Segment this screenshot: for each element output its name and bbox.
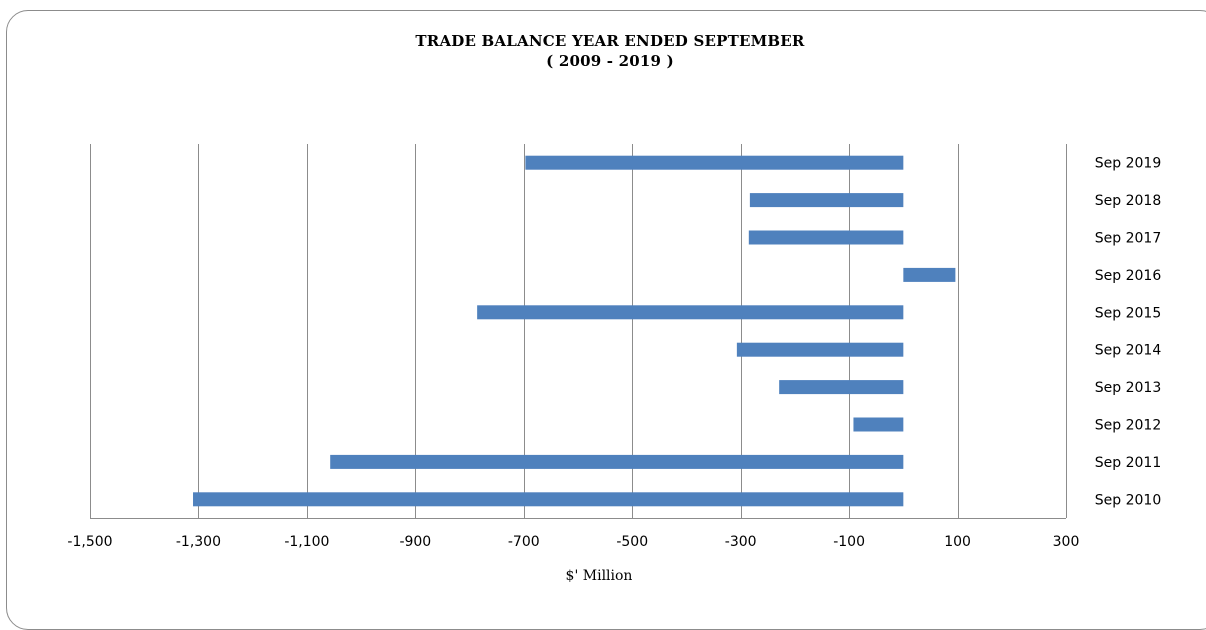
category-label: Sep 2015 bbox=[1095, 305, 1161, 321]
bar bbox=[779, 380, 904, 395]
bar bbox=[525, 155, 904, 170]
category-labels: Sep 2019 Sep 2018 Sep 2017 Sep 2016 Sep 2015… bbox=[1095, 156, 1162, 509]
bar-chart: -1,500 -1,300 -1,100 -900 -700 -500 -300 -100 10… bbox=[67, 144, 1162, 550]
bar bbox=[903, 267, 956, 282]
x-axis-label: $' Million bbox=[565, 568, 633, 584]
x-tick-label: -700 bbox=[508, 534, 540, 550]
x-tick-label: -1,100 bbox=[284, 534, 329, 550]
category-label: Sep 2017 bbox=[1095, 231, 1161, 247]
x-tick-label: 100 bbox=[944, 534, 971, 550]
bars bbox=[193, 155, 956, 507]
category-label: Sep 2014 bbox=[1095, 343, 1162, 359]
chart-frame bbox=[6, 10, 1206, 630]
category-label: Sep 2016 bbox=[1095, 268, 1162, 284]
category-label: Sep 2018 bbox=[1095, 193, 1161, 209]
bar bbox=[853, 417, 904, 432]
x-tick-label: -500 bbox=[616, 534, 648, 550]
chart-title: TRADE BALANCE YEAR ENDED SEPTEMBER bbox=[415, 32, 805, 50]
bar bbox=[748, 230, 904, 245]
bar bbox=[477, 305, 904, 320]
x-tick-label: 300 bbox=[1053, 534, 1080, 550]
category-label: Sep 2013 bbox=[1095, 380, 1161, 396]
x-tick-label: -300 bbox=[725, 534, 757, 550]
category-label: Sep 2011 bbox=[1095, 455, 1161, 471]
x-tick-label: -900 bbox=[399, 534, 431, 550]
x-tick-label: -1,300 bbox=[176, 534, 221, 550]
category-label: Sep 2012 bbox=[1095, 418, 1161, 434]
x-tick-label: -1,500 bbox=[67, 534, 112, 550]
chart-subtitle: ( 2009 - 2019 ) bbox=[546, 52, 674, 70]
bar bbox=[330, 454, 904, 469]
bar bbox=[736, 342, 904, 357]
category-label: Sep 2019 bbox=[1095, 156, 1161, 172]
x-tick-label: -100 bbox=[833, 534, 865, 550]
bar bbox=[749, 193, 904, 208]
x-tick-labels: -1,500 -1,300 -1,100 -900 -700 -500 -300 -100 10… bbox=[67, 534, 1079, 550]
category-label: Sep 2010 bbox=[1095, 492, 1161, 508]
bar bbox=[193, 492, 904, 507]
